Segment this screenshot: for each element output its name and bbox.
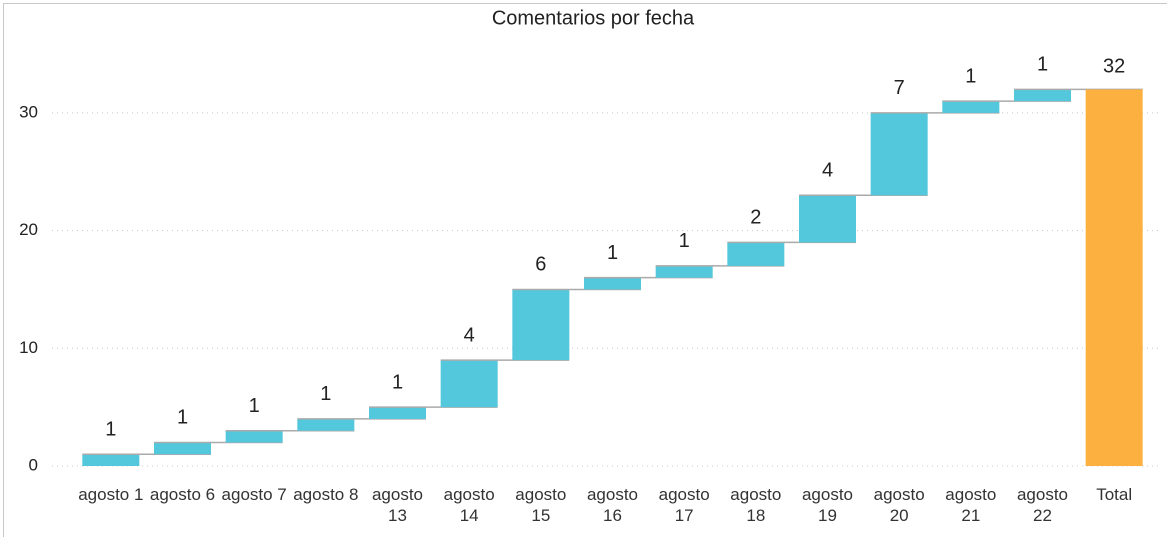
x-tick-label: agosto 21 — [945, 485, 997, 525]
y-tick-label: 0 — [29, 455, 38, 474]
x-tick-label: agosto 13 — [371, 485, 424, 525]
x-tick-label: agosto 19 — [801, 485, 854, 525]
data-label: 1 — [965, 65, 976, 87]
data-label: 1 — [1037, 54, 1048, 76]
data-label: 1 — [177, 407, 188, 429]
frame — [3, 3, 1167, 537]
data-label: 1 — [607, 242, 618, 264]
data-label: 6 — [535, 254, 546, 276]
x-tick-label: agosto 16 — [586, 485, 639, 525]
data-label: 32 — [1103, 56, 1125, 78]
data-label: 4 — [464, 324, 475, 346]
bar — [799, 195, 856, 243]
x-tick-label: agosto 7 — [221, 485, 287, 504]
x-tick-label: agosto 20 — [873, 485, 925, 525]
bar — [655, 265, 713, 278]
data-label: 7 — [894, 77, 905, 99]
data-label: 1 — [320, 383, 331, 405]
bar — [512, 289, 570, 361]
x-tick-label: agosto 14 — [443, 485, 495, 525]
data-label: 4 — [822, 160, 833, 182]
data-label: 1 — [105, 419, 116, 441]
x-tick-label: agosto 15 — [515, 485, 567, 525]
bar — [440, 360, 498, 408]
total-bar — [1085, 89, 1143, 467]
x-tick-label: agosto 8 — [293, 485, 359, 504]
data-label: 1 — [679, 230, 690, 252]
bar — [1014, 89, 1071, 102]
y-tick-label: 10 — [19, 338, 38, 357]
x-tick-label: agosto 18 — [730, 485, 782, 525]
data-label: 2 — [750, 207, 761, 229]
bar — [942, 101, 1000, 113]
x-tick-label: agosto 17 — [658, 485, 710, 525]
bar — [297, 418, 355, 431]
bar — [870, 112, 928, 196]
bar — [584, 277, 641, 290]
data-label: 1 — [249, 395, 260, 417]
bar — [154, 442, 211, 455]
data-label: 1 — [392, 371, 403, 393]
bar — [369, 407, 426, 419]
x-tick-label: Total — [1096, 485, 1133, 504]
x-tick-label: agosto 1 — [78, 485, 144, 504]
y-tick-label: 20 — [19, 220, 38, 239]
x-tick-label: agosto 6 — [149, 485, 216, 504]
y-tick-label: 30 — [19, 102, 38, 121]
bar — [727, 242, 785, 266]
chart-title: Comentarios por fecha — [492, 7, 695, 29]
bar — [225, 430, 283, 443]
bar — [82, 454, 140, 466]
x-tick-label: agosto 22 — [1016, 485, 1069, 525]
